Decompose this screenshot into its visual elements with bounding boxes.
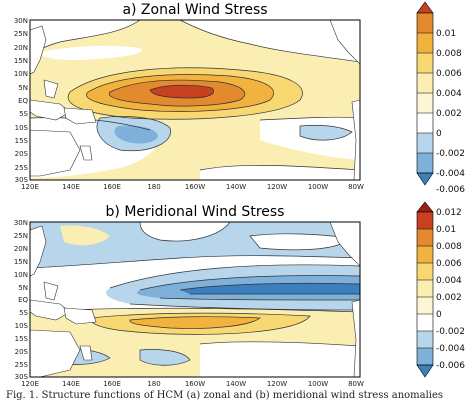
panel-b-colorbar: 0.012 0.01 0.008 0.006 0.004 0.002 0 -0.… — [416, 201, 465, 378]
colorbar-tick: -0.002 — [436, 149, 465, 159]
x-tick: 140E — [62, 380, 80, 388]
y-tick: 25N — [14, 30, 28, 38]
panel-b-map — [30, 222, 360, 377]
y-tick: 30S — [15, 373, 29, 381]
x-tick: 120E — [21, 183, 39, 191]
x-tick: 160E — [103, 380, 121, 388]
y-tick: 25N — [14, 232, 28, 240]
colorbar-tick: 0.012 — [436, 208, 462, 218]
panel-b-y-ticks: 30N 25N 20N 15N 10N 5N EQ 5S 10S 15S 20S… — [14, 219, 29, 381]
y-tick: 5S — [19, 110, 28, 118]
colorbar-tick: 0 — [436, 310, 442, 320]
colorbar-tick: -0.004 — [436, 344, 465, 354]
colorbar-tick: 0.004 — [436, 276, 462, 286]
y-tick: 25S — [15, 164, 29, 172]
colorbar-tick: 0.01 — [436, 29, 456, 39]
x-tick: 140W — [226, 380, 246, 388]
y-tick: 20S — [15, 150, 29, 158]
y-tick: 25S — [15, 361, 29, 369]
colorbar-tick: 0.006 — [436, 69, 462, 79]
y-tick: EQ — [18, 296, 28, 304]
y-tick: 15N — [14, 57, 28, 65]
y-tick: 15N — [14, 258, 28, 266]
colorbar-tick: -0.006 — [436, 361, 465, 371]
x-tick: 140E — [62, 183, 80, 191]
x-tick: 120W — [267, 380, 287, 388]
figure-caption: Fig. 1. Structure functions of HCM (a) z… — [6, 390, 443, 401]
colorbar-tick: -0.004 — [436, 169, 465, 179]
colorbar-tick: -0.006 — [436, 185, 465, 195]
panel-a-y-ticks: 30N 25N 20N 15N 10N 5N EQ 5S 10S 15S 20S… — [14, 17, 29, 184]
panel-b: b) Meridional Wind Stress — [14, 201, 465, 388]
colorbar-tick: -0.002 — [436, 327, 465, 337]
y-tick: 15S — [15, 137, 29, 145]
y-tick: 5N — [18, 84, 28, 92]
panel-b-title: b) Meridional Wind Stress — [106, 204, 285, 220]
x-tick: 80W — [348, 380, 364, 388]
panel-b-x-ticks: 120E 140E 160E 180 160W 140W 120W 100W 8… — [21, 380, 364, 388]
x-tick: 180 — [147, 183, 160, 191]
colorbar-tick: 0.002 — [436, 109, 462, 119]
y-tick: 5S — [19, 309, 28, 317]
x-tick: 160W — [185, 380, 205, 388]
x-tick: 100W — [308, 380, 328, 388]
x-tick: 80W — [348, 183, 364, 191]
panel-a-map — [30, 20, 360, 180]
y-tick: 20N — [14, 44, 28, 52]
x-tick: 160E — [103, 183, 121, 191]
colorbar-tick: 0.004 — [436, 89, 462, 99]
panel-a-colorbar: 0.01 0.008 0.006 0.004 0.002 0 -0.002 -0… — [416, 1, 465, 195]
y-tick: 30N — [14, 17, 28, 25]
panel-a-x-ticks: 120E 140E 160E 180 160W 140W 120W 100W 8… — [21, 183, 364, 191]
x-tick: 120W — [267, 183, 287, 191]
x-tick: 140W — [226, 183, 246, 191]
y-tick: 10N — [14, 271, 28, 279]
y-tick: 10N — [14, 70, 28, 78]
colorbar-tick: 0.008 — [436, 242, 462, 252]
panel-a: a) Zonal Wind Stress — [14, 1, 465, 195]
colorbar-tick: 0.01 — [436, 225, 456, 235]
panel-a-title: a) Zonal Wind Stress — [122, 2, 267, 18]
y-tick: 30S — [15, 176, 29, 184]
y-tick: 5N — [18, 284, 28, 292]
colorbar-tick: 0.008 — [436, 49, 462, 59]
y-tick: 20N — [14, 245, 28, 253]
x-tick: 100W — [308, 183, 328, 191]
colorbar-tick: 0 — [436, 129, 442, 139]
y-tick: 15S — [15, 335, 29, 343]
colorbar-tick: 0.002 — [436, 293, 462, 303]
colorbar-tick: 0.006 — [436, 259, 462, 269]
y-tick: 20S — [15, 348, 29, 356]
y-tick: 10S — [15, 124, 29, 132]
x-tick: 180 — [147, 380, 160, 388]
x-tick: 120E — [21, 380, 39, 388]
y-tick: 30N — [14, 219, 28, 227]
x-tick: 160W — [185, 183, 205, 191]
y-tick: EQ — [18, 97, 28, 105]
y-tick: 10S — [15, 322, 29, 330]
